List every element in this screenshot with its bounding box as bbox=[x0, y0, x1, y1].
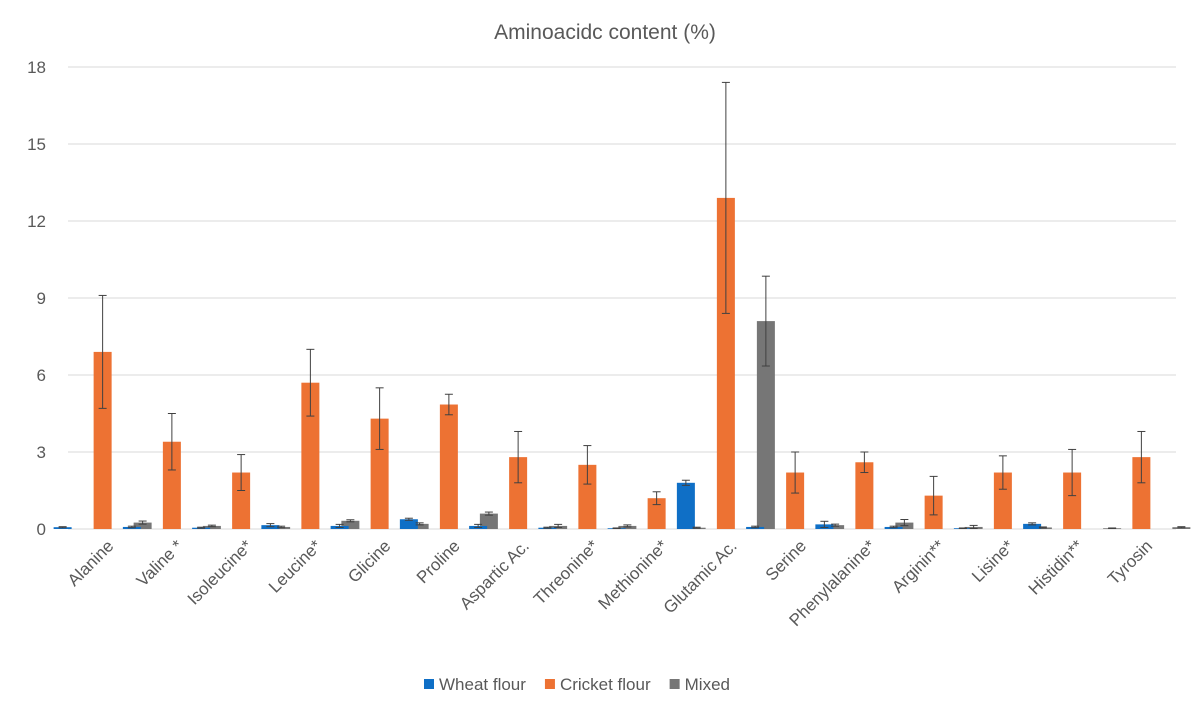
bar-wheat-flour bbox=[399, 519, 418, 529]
bar-mixed bbox=[479, 513, 498, 529]
bar-cricket-flour bbox=[1063, 472, 1082, 529]
legend: Wheat flour Cricket flour Mixed bbox=[424, 675, 730, 694]
error-bars bbox=[58, 81, 1186, 529]
bar-mixed bbox=[826, 525, 845, 529]
x-axis-ticks: Alanine Valine *Isoleucine* Leucine* Glicin… bbox=[64, 536, 1156, 630]
bar-cricket-flour bbox=[855, 462, 874, 529]
bar-cricket-flour bbox=[716, 197, 735, 529]
y-tick-label: 3 bbox=[37, 443, 46, 462]
bar-cricket-flour bbox=[509, 457, 528, 529]
bar-cricket-flour bbox=[578, 464, 597, 529]
bars bbox=[53, 197, 1191, 529]
legend-swatch-wheat-flour bbox=[424, 679, 434, 689]
chart-title: Aminoacidc content (%) bbox=[494, 21, 716, 44]
x-tick-label: Valine * bbox=[133, 536, 187, 590]
bar-wheat-flour bbox=[676, 482, 695, 529]
bar-cricket-flour bbox=[786, 472, 805, 529]
bar-cricket-flour bbox=[93, 351, 112, 529]
bar-mixed bbox=[756, 321, 775, 529]
bar-wheat-flour bbox=[1023, 523, 1042, 529]
y-tick-label: 0 bbox=[37, 520, 46, 539]
bar-cricket-flour bbox=[647, 498, 666, 529]
x-tick-label: Alanine bbox=[64, 536, 118, 590]
legend-label: Cricket flour bbox=[560, 675, 651, 694]
x-tick-label: Methionine* bbox=[595, 536, 672, 613]
x-tick-label: Aspartic Ac. bbox=[456, 536, 533, 613]
x-tick-label: Tyrosin bbox=[1104, 536, 1156, 588]
gridlines bbox=[68, 66, 1176, 530]
y-tick-label: 12 bbox=[27, 212, 46, 231]
bar-mixed bbox=[341, 520, 360, 529]
bar-cricket-flour bbox=[1132, 457, 1151, 529]
x-tick-label: Histidin** bbox=[1025, 536, 1087, 598]
bar-cricket-flour bbox=[993, 472, 1012, 529]
x-tick-label: Glutamic Ac. bbox=[660, 536, 741, 617]
legend-swatch-mixed bbox=[669, 679, 680, 689]
bar-mixed bbox=[618, 525, 637, 529]
legend-swatch-cricket-flour bbox=[544, 679, 555, 689]
x-tick-label: Threonine* bbox=[530, 536, 603, 609]
bar-mixed bbox=[202, 525, 221, 529]
x-tick-label: Serine bbox=[762, 536, 810, 584]
bar-cricket-flour bbox=[370, 418, 389, 529]
bar-mixed bbox=[410, 523, 429, 529]
y-axis-ticks: 0 3 6 9 12 15 18 bbox=[27, 58, 46, 539]
x-tick-label: Glicine bbox=[344, 536, 394, 586]
y-tick-label: 6 bbox=[37, 366, 46, 385]
bar-cricket-flour bbox=[232, 472, 251, 529]
y-tick-label: 15 bbox=[27, 135, 46, 154]
bar-cricket-flour bbox=[301, 382, 320, 529]
x-tick-label: Proline bbox=[413, 536, 464, 587]
y-tick-label: 9 bbox=[37, 289, 46, 308]
x-tick-label: Isoleucine* bbox=[184, 536, 257, 609]
legend-label: Wheat flour bbox=[439, 675, 526, 694]
legend-label: Mixed bbox=[685, 675, 730, 694]
bar-cricket-flour bbox=[162, 441, 181, 529]
y-tick-label: 18 bbox=[27, 58, 46, 77]
bar-cricket-flour bbox=[439, 404, 458, 529]
x-tick-label: Lisine* bbox=[968, 536, 1018, 586]
x-tick-label: Arginin** bbox=[888, 536, 948, 596]
bar-mixed bbox=[133, 522, 152, 529]
x-tick-label: Leucine* bbox=[265, 536, 325, 596]
